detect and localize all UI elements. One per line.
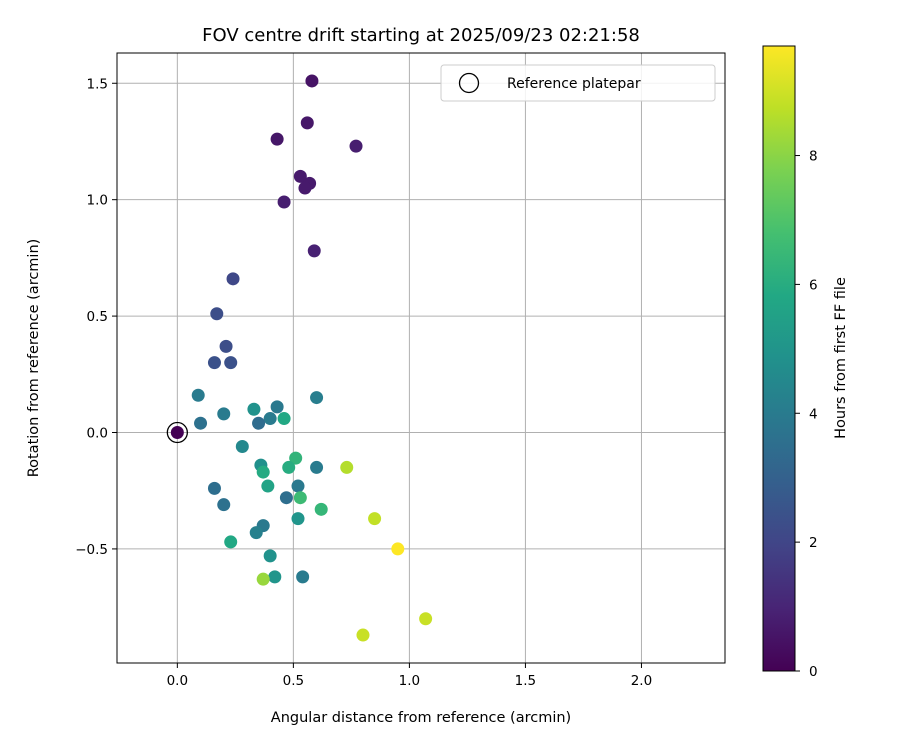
scatter-point bbox=[217, 498, 231, 512]
y-axis-label: Rotation from reference (arcmin) bbox=[26, 239, 42, 478]
scatter-point bbox=[270, 400, 284, 414]
scatter-point bbox=[277, 195, 291, 209]
y-tick-label: 1.5 bbox=[87, 76, 108, 92]
x-tick-label: 1.5 bbox=[515, 673, 536, 689]
scatter-point bbox=[305, 74, 319, 88]
legend-label-reference: Reference platepar bbox=[507, 76, 641, 92]
scatter-point bbox=[300, 116, 314, 130]
scatter-point bbox=[298, 181, 312, 195]
scatter-point bbox=[256, 572, 270, 586]
y-tick-label: 0.0 bbox=[87, 426, 108, 442]
scatter-point bbox=[263, 549, 277, 563]
scatter-point bbox=[349, 139, 363, 153]
colorbar-tick-label: 0 bbox=[809, 664, 818, 680]
y-tick-label: −0.5 bbox=[75, 542, 108, 558]
x-axis-ticks: 0.0 0.5 1.0 1.5 2.0 bbox=[167, 663, 652, 689]
scatter-point bbox=[247, 402, 261, 416]
scatter-point bbox=[249, 526, 263, 540]
scatter-point bbox=[277, 412, 291, 426]
scatter-point bbox=[207, 481, 221, 495]
scatter-point bbox=[282, 460, 296, 474]
legend: Reference platepar bbox=[440, 64, 716, 102]
colorbar-ticks: 0 2 4 6 8 bbox=[795, 149, 818, 680]
scatter-point bbox=[224, 356, 238, 370]
x-tick-label: 0.0 bbox=[167, 673, 188, 689]
scatter-point bbox=[310, 391, 324, 405]
scatter-point bbox=[235, 439, 249, 453]
y-axis-ticks: −0.5 0.0 0.5 1.0 1.5 bbox=[75, 76, 117, 558]
scatter-point bbox=[340, 460, 354, 474]
scatter-point bbox=[191, 388, 205, 402]
plot-frame bbox=[116, 52, 726, 664]
scatter-point bbox=[270, 132, 284, 146]
chart-title: FOV centre drift starting at 2025/09/23 … bbox=[202, 25, 640, 46]
reference-marker bbox=[166, 421, 188, 444]
scatter-point bbox=[293, 491, 307, 505]
y-tick-label: 1.0 bbox=[87, 193, 108, 209]
scatter-point bbox=[219, 339, 233, 353]
grid-lines bbox=[117, 53, 725, 663]
colorbar-tick-label: 6 bbox=[809, 277, 818, 293]
reference-point bbox=[170, 426, 184, 440]
scatter-points bbox=[191, 74, 433, 642]
scatter-point bbox=[391, 542, 405, 556]
scatter-point bbox=[252, 416, 266, 430]
scatter-point bbox=[226, 272, 240, 286]
scatter-point bbox=[194, 416, 208, 430]
x-tick-label: 0.5 bbox=[283, 673, 304, 689]
scatter-point bbox=[217, 407, 231, 421]
scatter-point bbox=[279, 491, 293, 505]
x-axis-label: Angular distance from reference (arcmin) bbox=[271, 710, 571, 726]
scatter-point bbox=[268, 570, 282, 584]
x-tick-label: 1.0 bbox=[399, 673, 420, 689]
scatter-point bbox=[224, 535, 238, 549]
scatter-point bbox=[207, 356, 221, 370]
scatter-point bbox=[419, 612, 433, 626]
scatter-point bbox=[296, 570, 310, 584]
x-tick-label: 2.0 bbox=[631, 673, 652, 689]
colorbar-tick-label: 4 bbox=[809, 406, 818, 422]
scatter-point bbox=[263, 412, 277, 426]
scatter-point bbox=[310, 460, 324, 474]
colorbar-tick-label: 2 bbox=[809, 535, 818, 551]
colorbar-label: Hours from first FF file bbox=[833, 277, 849, 439]
scatter-point bbox=[356, 628, 370, 642]
scatter-point bbox=[368, 512, 382, 526]
scatter-point bbox=[307, 244, 321, 258]
legend-box bbox=[440, 64, 716, 102]
scatter-point bbox=[291, 479, 305, 493]
colorbar-tick-label: 8 bbox=[809, 149, 818, 165]
y-tick-label: 0.5 bbox=[87, 309, 108, 325]
scatter-point bbox=[261, 479, 275, 493]
scatter-point bbox=[256, 465, 270, 479]
scatter-point bbox=[293, 169, 307, 183]
scatter-point bbox=[289, 451, 303, 465]
scatter-point bbox=[210, 307, 224, 321]
legend-marker-reference bbox=[458, 72, 480, 94]
scatter-point bbox=[314, 502, 328, 516]
scatter-point bbox=[291, 512, 305, 526]
reference-point-group bbox=[166, 421, 188, 444]
colorbar bbox=[762, 45, 796, 672]
